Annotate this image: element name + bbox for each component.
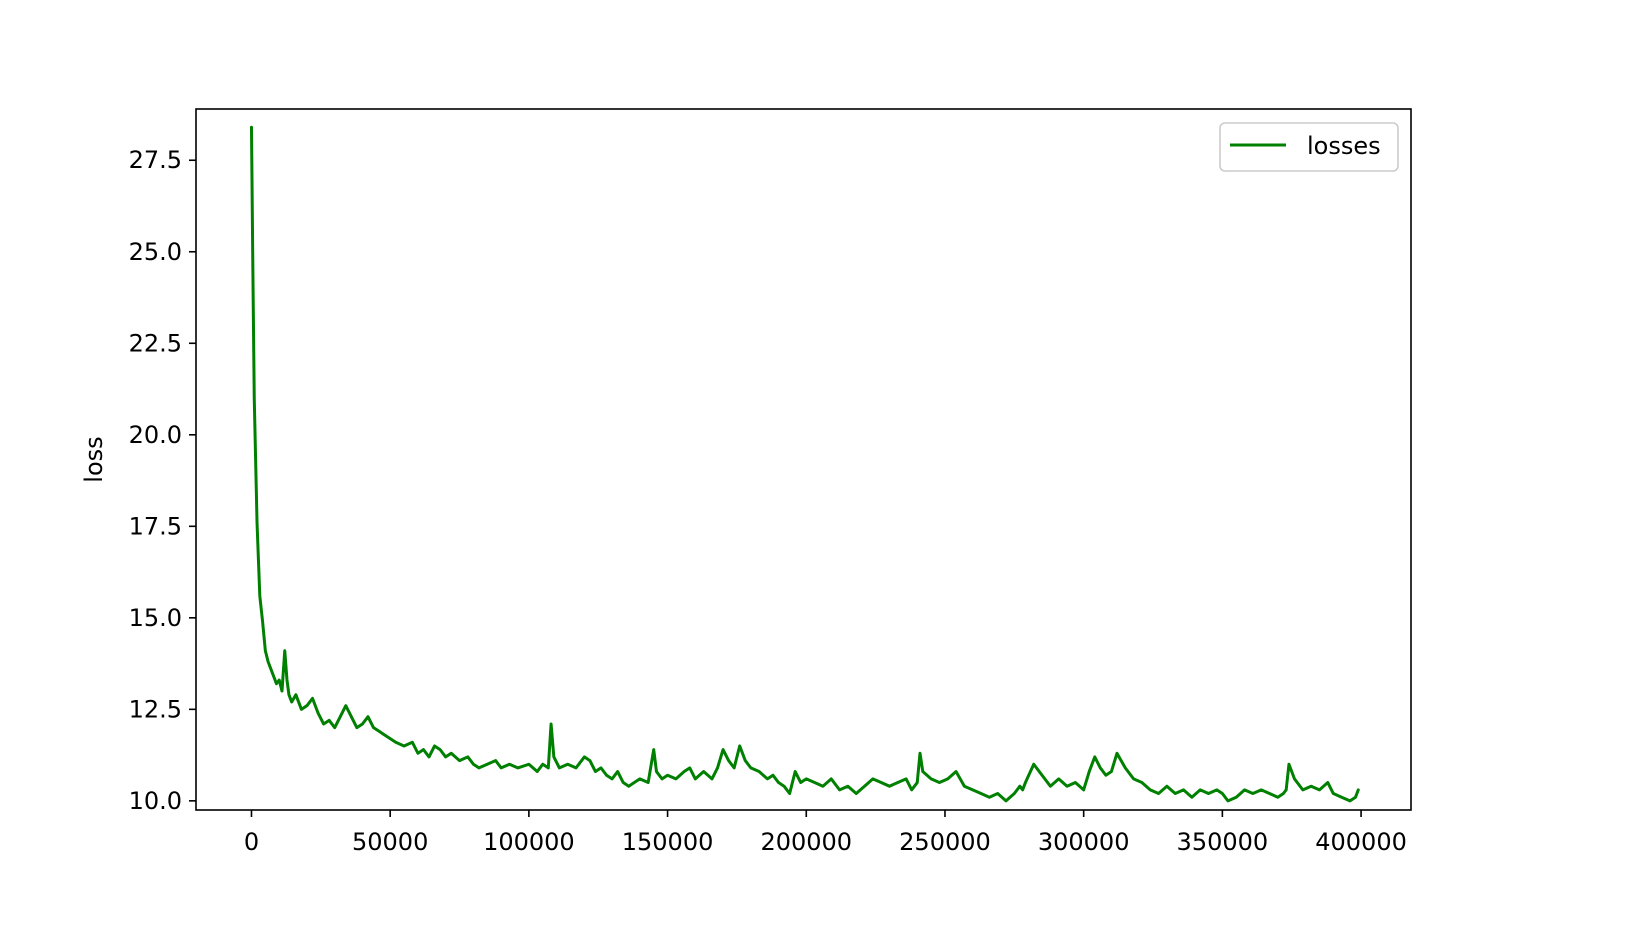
x-tick-label: 250000 — [899, 828, 991, 856]
x-tick-label: 400000 — [1315, 828, 1407, 856]
legend-box — [1219, 122, 1399, 172]
x-axis-ticks: 0 50000 100000 150000 200000 250000 300000 3500… — [244, 810, 1407, 856]
y-tick-label: 20.0 — [129, 421, 182, 449]
y-tick-label: 15.0 — [129, 604, 182, 632]
plot-area — [249, 125, 1360, 803]
x-tick-label: 350000 — [1177, 828, 1269, 856]
y-tick-label: 22.5 — [129, 329, 182, 357]
legend-label-losses: losses — [1307, 132, 1381, 160]
y-tick-label: 27.5 — [129, 146, 182, 174]
series-line-losses — [249, 125, 1360, 803]
y-axis-label: loss — [80, 436, 108, 482]
x-tick-label: 50000 — [352, 828, 428, 856]
x-tick-label: 300000 — [1038, 828, 1130, 856]
legend: losses — [1219, 122, 1399, 172]
y-tick-label: 10.0 — [129, 787, 182, 815]
x-tick-label: 0 — [244, 828, 259, 856]
y-tick-label: 12.5 — [129, 695, 182, 723]
y-tick-label: 25.0 — [129, 238, 182, 266]
axes-frame — [195, 108, 1412, 811]
y-axis-ticks: 10.0 12.5 15.0 17.5 20.0 22.5 25.0 27.5 — [129, 146, 196, 815]
x-tick-label: 150000 — [622, 828, 714, 856]
y-tick-label: 17.5 — [129, 512, 182, 540]
x-tick-label: 100000 — [483, 828, 575, 856]
x-tick-label: 200000 — [760, 828, 852, 856]
